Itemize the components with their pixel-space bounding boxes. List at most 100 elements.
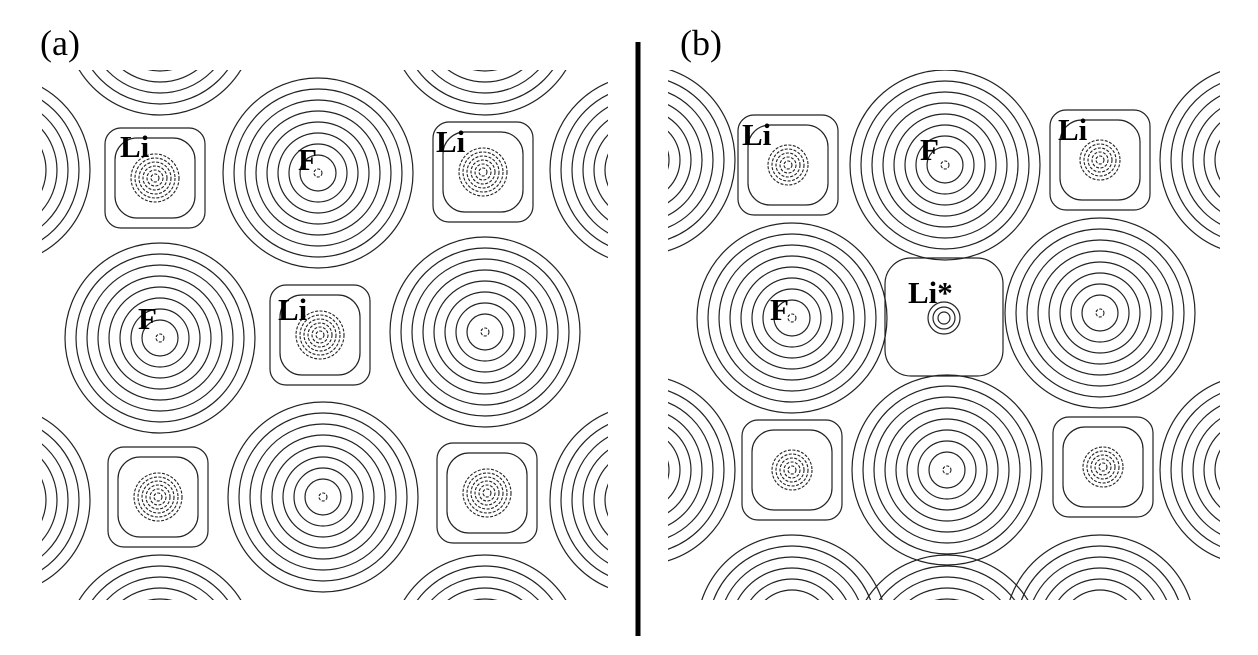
panel-a-li-site-3-core-ring	[141, 480, 175, 514]
panel-b-f-site-2-ring	[1081, 294, 1119, 332]
panel-a-f-site-2-ring	[400, 247, 570, 417]
panel-a-f-site-0-ring	[288, 143, 348, 203]
panel-a-label-f-top-center: F	[298, 142, 317, 177]
panel-a-li-site-1-core-ring	[474, 163, 492, 181]
panel-a-f-site-3-ring	[260, 434, 386, 560]
panel-a-li-site-2-square-inner	[279, 294, 361, 376]
panel-b-f-site-1-ring	[718, 244, 866, 392]
panel-a-contours	[0, 0, 663, 655]
panel-b-f-site-6-ring	[668, 70, 736, 252]
panel-a-f-site-9-ring	[447, 70, 523, 83]
panel-b-f-site-1-ring	[740, 266, 844, 370]
panel-a-f-site-1-ring	[97, 275, 223, 401]
panel-a-f-site-6-ring	[42, 99, 80, 241]
panel-b-f-site-4-ring	[668, 378, 736, 562]
panel-b-li-site-0-core-ring	[767, 144, 809, 186]
panel-b-li-site-2-square-inner	[751, 429, 833, 511]
panel-a-f-site-10-core	[156, 646, 164, 654]
panel-b-f-site-1-ring	[696, 222, 888, 414]
panel-b-f-site-3-ring	[884, 407, 1010, 533]
panel-b-f-site-0-ring	[871, 91, 1019, 239]
panel-a-f-site-7-ring	[593, 134, 608, 206]
panel-a-li-site-0-core-ring	[130, 153, 180, 203]
panel-a-f-site-10-ring	[120, 610, 200, 655]
panel-a-label-li-top-right: Li	[436, 124, 466, 159]
panel-a-f-site-7-ring	[627, 152, 663, 188]
panel-a-f-site-6-ring	[0, 130, 35, 210]
panel-a-f-site-3-ring	[227, 401, 419, 593]
panel-b-f-site-10-ring	[934, 598, 960, 600]
panel-b-f-site-8-ring	[763, 601, 821, 655]
panel-b-f-site-9-ring	[1009, 534, 1191, 600]
panel-a-f-site-8-ring	[120, 0, 200, 60]
panel-b-f-site-2-ring	[1026, 239, 1174, 387]
panel-a-li-site-3-square-outer	[107, 446, 209, 548]
panel-b-li-site-2-core-ring	[775, 453, 809, 487]
panel-b-f-site-3-ring	[851, 374, 1043, 566]
panel-b-f-site-3-ring	[873, 396, 1021, 544]
panel-a-f-site-1-ring	[141, 319, 179, 357]
panel-a-li-site-2-square-outer	[269, 284, 371, 386]
panel-a-f-site-1-ring	[64, 242, 256, 434]
panel-b-f-site-3-ring	[906, 429, 988, 511]
panel-b-f-site-5-ring	[1170, 392, 1220, 548]
panel-b-f-site-9-ring	[1020, 545, 1180, 600]
panel-a-li-site-3-core-ring	[153, 492, 163, 502]
panel-a-f-site-4-ring	[0, 482, 13, 518]
panel-a-f-site-9-ring	[445, 0, 525, 60]
panel-a-f-site-11-ring	[403, 554, 567, 600]
panel-b-li-site-2-square-outer	[741, 419, 843, 521]
panel-b-li-star-core-ring	[932, 306, 956, 330]
panel-a-f-site-9-ring	[456, 0, 514, 49]
panel-a-f-site-2-ring	[389, 236, 581, 428]
panel-b-f-site-8-ring	[737, 567, 847, 600]
panel-b-f-site-4-ring	[668, 414, 703, 526]
panel-b-f-site-7-ring	[1214, 139, 1220, 181]
panel-b-label-li-top-left: Li	[742, 117, 772, 152]
panel-a-f-site-0-ring	[222, 77, 414, 269]
panel-b-f-site-7-ring	[1181, 95, 1220, 225]
panel-b-li-site-0-square-inner	[747, 124, 829, 206]
panel-a-li-site-3-square-inner	[117, 456, 199, 538]
panel-a-f-site-10-ring	[122, 587, 198, 600]
panel-a-f-site-9-core	[481, 16, 489, 24]
panel-a-f-site-7-core	[641, 166, 649, 174]
panel-b-f-site-10-ring	[918, 621, 976, 655]
panel-a-f-site-2-ring	[455, 302, 515, 362]
panel-a-f-site-2-ring	[433, 280, 537, 384]
panel-a-f-site-0-ring	[233, 88, 403, 258]
panel-a-f-site-1-ring	[130, 308, 190, 368]
panel-a-f-site-0-ring	[266, 121, 370, 225]
panel-a-li-site-4-square-outer	[436, 442, 538, 544]
panel-a-f-site-6-ring	[42, 128, 58, 212]
panel-a-f-site-9-ring	[472, 70, 498, 72]
panel-a-f-site-5-ring	[582, 449, 608, 551]
panel-a-li-site-3-core-ring	[149, 488, 167, 506]
panel-a-li-site-0-core-ring	[150, 173, 160, 183]
panel-a-f-site-11-ring	[456, 621, 514, 655]
panel-a-li-site-4-core-ring	[474, 480, 500, 506]
panel-b-f-site-6-ring	[668, 130, 681, 190]
panel-a-f-site-5-ring	[604, 483, 608, 517]
panel-a-li-site-1-square-outer	[432, 121, 534, 223]
panel-b-li-site-0-core-ring	[775, 152, 801, 178]
panel-a-f-site-5-ring	[593, 464, 608, 536]
panel-b-f-site-0-ring	[893, 113, 997, 217]
panel-b-f-site-5-ring	[1226, 441, 1258, 499]
panel-b-contours	[668, 70, 1258, 655]
panel-a-f-site-5-ring	[560, 423, 608, 577]
panel-b-f-site-6-ring	[668, 116, 692, 204]
panel-a-f-site-10-ring	[142, 632, 178, 655]
panel-b-li-star-core-ring	[927, 301, 961, 335]
panel-b-f-site-9-ring	[1058, 578, 1142, 600]
panel-a-f-site-4-ring	[42, 416, 91, 584]
panel-b-li-site-1-square-outer	[1049, 109, 1151, 211]
panel-b-li-site-3-core-ring	[1086, 450, 1120, 484]
panel-b-f-site-5-core	[1251, 466, 1258, 474]
panel-a-f-site-5-ring	[549, 411, 608, 589]
panel-b-f-site-10-ring	[907, 610, 987, 655]
panel-a-f-site-7-ring	[549, 81, 608, 259]
panel-a-li-site-0-core-ring	[146, 169, 164, 187]
panel-b-li-site-3-core-ring	[1082, 446, 1124, 488]
panel-b-li-site-0-core-ring	[779, 156, 797, 174]
